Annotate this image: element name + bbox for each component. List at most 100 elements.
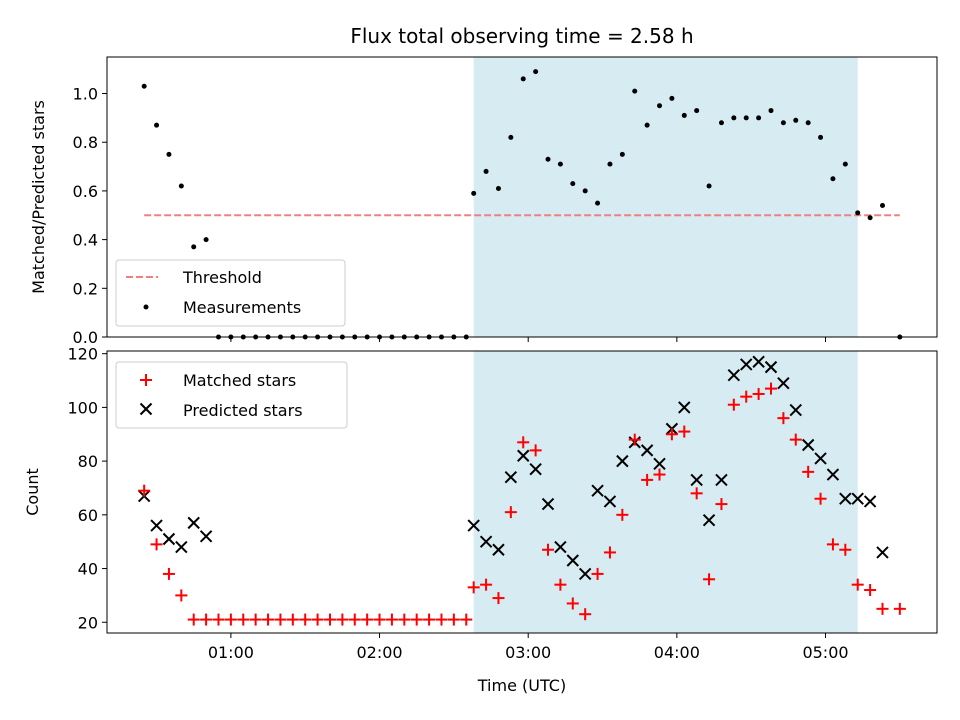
measurement-point [681,112,687,118]
predicted-star-point [876,546,889,559]
matched-star-point [876,602,889,615]
matched-star-point [373,613,386,626]
predicted-star-point [851,492,864,505]
count-x-tick-label: 03:00 [505,643,551,662]
predicted-star-point [715,473,728,487]
predicted-star-point [752,355,765,368]
matched-star-point [517,436,530,449]
legend-measurements-swatch [143,304,149,310]
matched-star-point [175,589,188,602]
matched-star-point [323,613,336,626]
measurement-point [805,120,811,126]
matched-star-point [715,498,728,511]
matched-star-point [336,613,349,626]
predicted-star-point [727,368,741,382]
measurement-point [607,161,613,167]
predicted-star-point [740,358,753,371]
matched-star-point [249,613,262,626]
measurement-point [842,161,848,167]
matched-star-point [435,613,448,626]
matched-star-point [665,428,678,441]
measurement-point [545,156,551,162]
matched-star-point [274,613,287,626]
predicted-star-point [541,497,555,511]
legend-predicted-label: Predicted stars [183,401,303,420]
measurement-point [632,88,638,94]
measurement-point [657,103,663,109]
observing-window-shade-top [473,57,858,337]
count-legend: Matched stars Predicted stars [115,361,348,429]
measurement-point [694,108,700,114]
matched-star-point [542,543,555,556]
legend-matched-label: Matched stars [183,371,296,390]
measurement-point [818,134,824,140]
measurement-point [178,183,184,189]
count-x-tick-label: 02:00 [356,643,402,662]
matched-star-point [703,573,716,586]
measurement-point [570,181,576,187]
measurement-point [855,210,861,216]
count-x-tick-label: 04:00 [654,643,700,662]
matched-star-point [187,613,200,626]
matched-star-point [423,613,436,626]
count-y-tick-label: 100 [67,398,98,417]
predicted-star-point [566,554,579,567]
matched-star-point [529,444,542,457]
predicted-star-point [702,513,716,527]
measurement-point [533,69,539,75]
predicted-star-point [199,530,213,543]
measurement-point [595,200,601,206]
measurement-point [669,95,675,101]
measurement-point [867,215,873,221]
ratio-legend-box [115,259,346,327]
predicted-star-point [591,484,604,497]
matched-star-point [653,468,666,481]
matched-star-point [361,613,374,626]
matched-star-point [826,538,839,551]
chart-title: Flux total observing time = 2.58 h [350,24,693,48]
matched-star-point [224,613,237,626]
ratio-y-axis-label: Matched/Predicted stars [29,100,48,294]
predicted-star-point [603,495,617,508]
predicted-star-point [839,492,852,505]
predicted-star-point [492,543,505,556]
count-x-tick-label: 05:00 [802,643,848,662]
measurement-point [582,188,588,194]
matched-star-point [299,613,312,626]
matched-star-point [504,506,517,519]
count-panel: 20 40 60 80 100 120 01:00 02:00 03:00 04:00 05:00… [23,345,938,695]
matched-star-point [802,465,815,478]
matched-star-point [447,613,460,626]
measurement-point [743,115,749,121]
ratio-x-ticks [230,337,827,342]
ratio-y-ticks: 0.0 0.2 0.4 0.6 0.8 1.0 [73,85,107,347]
legend-matched-swatch [140,374,152,386]
matched-star-point [286,613,299,626]
matched-star-point [200,613,213,626]
measurement-point [619,151,625,157]
predicted-star-point [690,473,703,487]
measurement-point [154,122,160,128]
measurement-point [879,203,885,209]
predicted-star-point [653,457,666,471]
measurement-point [471,190,477,196]
matched-star-point [690,487,703,500]
count-x-tick-label: 01:00 [208,643,254,662]
measurement-point [718,120,724,126]
predicted-star-point [814,452,827,465]
matched-star-point [839,543,852,556]
predicted-star-point [479,535,493,548]
measurement-point [756,115,762,121]
count-y-tick-label: 40 [78,560,98,579]
matched-star-point [893,602,906,615]
predicted-star-point [150,519,163,532]
measurement-point [191,244,197,250]
predicted-star-point [187,516,200,530]
matched-star-point [765,382,777,395]
predicted-star-point [640,444,654,457]
measurement-point [520,76,526,82]
measurement-point [830,176,836,182]
matched-star-point [554,578,567,591]
predicted-star-point [777,377,790,390]
predicted-star-point [826,468,840,481]
